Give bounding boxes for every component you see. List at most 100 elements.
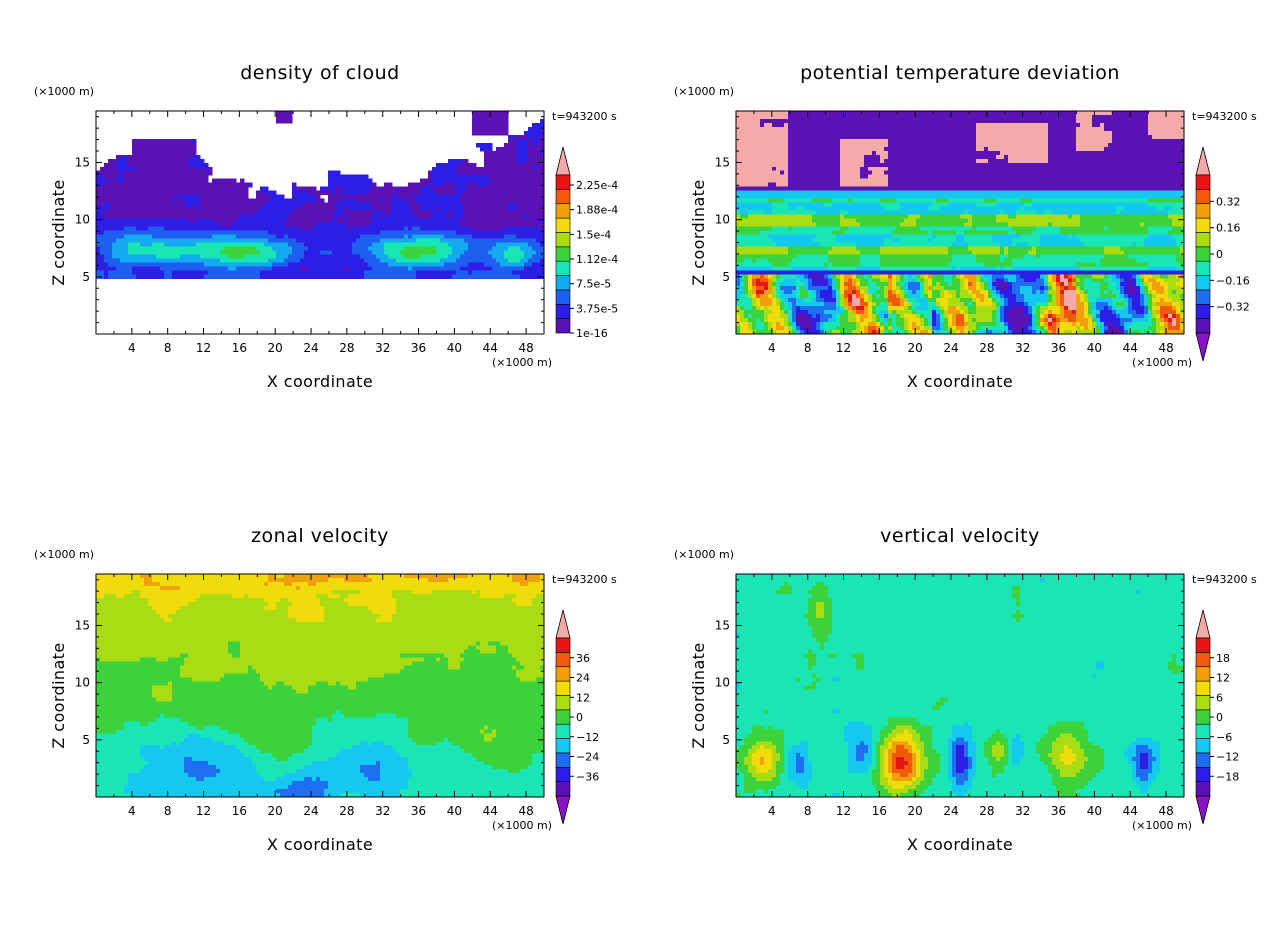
heatmap-cell [308,262,313,267]
heatmap-cell [104,250,109,255]
heatmap-cell [352,226,357,232]
heatmap-cell [144,186,149,192]
heatmap-cell [132,174,137,180]
heatmap-cell [380,198,385,204]
heatmap-cell [136,266,141,271]
heatmap-cell [352,190,357,196]
heatmap-cell [168,238,173,244]
heatmap-cell [788,118,793,124]
heatmap-cell [1004,150,1009,156]
heatmap-cell [860,122,865,128]
heatmap-cell [180,238,185,244]
heatmap-cell [848,142,853,148]
heatmap-cell [340,190,345,196]
heatmap-cell [1096,146,1101,152]
heatmap-cell [476,114,481,120]
heatmap-cell [192,246,197,251]
heatmap-cell [424,198,429,204]
heatmap-cell [912,134,917,140]
heatmap-cell [132,266,137,271]
heatmap-cell [412,218,417,224]
heatmap-cell [168,170,173,176]
heatmap-cell [384,270,389,275]
heatmap-field [736,111,1185,335]
heatmap-cell [196,214,201,220]
heatmap-cell [1160,162,1165,168]
heatmap-cell [332,230,337,236]
heatmap-cell [920,158,925,164]
heatmap-cell [324,190,329,196]
heatmap-cell [428,214,433,220]
heatmap-cell [380,210,385,216]
heatmap-cell [956,134,961,140]
colorbar-swatch [555,217,571,233]
heatmap-cell [428,270,433,275]
heatmap-cell [272,206,277,212]
heatmap-cell [516,270,521,275]
heatmap-cell [460,206,465,212]
heatmap-cell [172,170,177,176]
heatmap-cell [148,174,153,180]
heatmap-cell [764,150,769,156]
heatmap-cell [472,198,477,204]
heatmap-cell [1064,122,1069,128]
heatmap-cell [392,262,397,267]
heatmap-cell [476,254,481,259]
heatmap-cell [424,262,429,267]
heatmap-cell [1076,138,1081,144]
heatmap-cell [488,254,493,259]
heatmap-cell [864,126,869,132]
heatmap-cell [1140,142,1145,148]
heatmap-cell [152,234,157,240]
heatmap-cell [256,230,261,236]
heatmap-cell [432,222,437,228]
heatmap-cell [444,242,449,247]
heatmap-cell [828,158,833,164]
heatmap-cell [888,146,893,152]
heatmap-cell [520,174,525,180]
heatmap-cell [456,194,461,200]
heatmap-cell [972,130,977,136]
heatmap-cell [444,234,449,240]
heatmap-cell [1124,114,1129,120]
heatmap-cell [840,111,845,116]
heatmap-cell [972,150,977,156]
heatmap-cell [160,154,165,160]
heatmap-cell [508,214,513,220]
heatmap-cell [488,150,493,156]
heatmap-cell [1172,130,1177,136]
heatmap-cell [460,226,465,232]
heatmap-cell [428,266,433,271]
heatmap-cell [520,242,525,247]
heatmap-cell [800,122,805,128]
heatmap-cell [244,258,249,263]
heatmap-cell [232,182,237,188]
heatmap-cell [524,262,529,267]
heatmap-cell [828,134,833,140]
heatmap-cell [520,142,525,148]
heatmap-cell [144,218,149,224]
heatmap-cell [504,170,509,176]
heatmap-cell [308,254,313,259]
heatmap-cell [476,230,481,236]
heatmap-cell [184,222,189,228]
heatmap-cell [1028,146,1033,152]
heatmap-cell [348,262,353,267]
heatmap-cell [540,214,545,220]
heatmap-cell [868,150,873,156]
heatmap-cell [452,214,457,220]
heatmap-cell [848,111,853,116]
heatmap-cell [308,218,313,224]
heatmap-cell [220,198,225,204]
heatmap-cell [760,111,765,116]
heatmap-cell [248,250,253,255]
heatmap-cell [800,118,805,124]
heatmap-cell [1112,130,1117,136]
heatmap-cell [236,198,241,204]
heatmap-cell [804,126,809,132]
heatmap-cell [1016,158,1021,164]
x-tick-label: 48 [518,341,533,355]
heatmap-cell [972,158,977,164]
heatmap-cell [328,170,333,176]
heatmap-cell [352,242,357,247]
